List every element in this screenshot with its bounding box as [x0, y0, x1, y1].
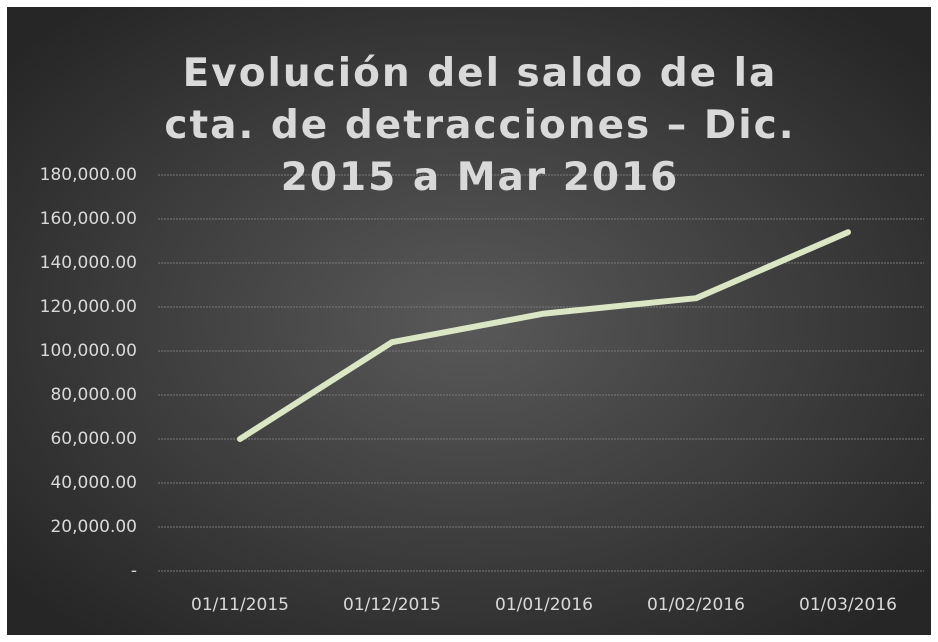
x-tick-label: 01/02/2016 — [647, 595, 745, 615]
y-tick-label: 20,000.00 — [50, 517, 137, 537]
chart-background — [7, 7, 931, 635]
y-tick-label: 120,000.00 — [40, 297, 137, 317]
x-tick-label: 01/12/2015 — [343, 595, 441, 615]
y-tick-label: 40,000.00 — [50, 473, 137, 493]
y-tick-label: 80,000.00 — [50, 385, 137, 405]
y-tick-label: 60,000.00 — [50, 429, 137, 449]
x-tick-label: 01/01/2016 — [495, 595, 593, 615]
y-tick-label: 180,000.00 — [40, 165, 137, 185]
y-tick-label: - — [131, 561, 137, 581]
x-tick-label: 01/11/2015 — [191, 595, 289, 615]
y-tick-label: 160,000.00 — [40, 209, 137, 229]
chart-title: Evolución del saldo de la cta. de detrac… — [164, 51, 796, 200]
y-tick-label: 100,000.00 — [40, 341, 137, 361]
line — [237, 229, 851, 442]
y-tick-label: 140,000.00 — [40, 253, 137, 273]
x-tick-label: 01/03/2016 — [799, 595, 897, 615]
